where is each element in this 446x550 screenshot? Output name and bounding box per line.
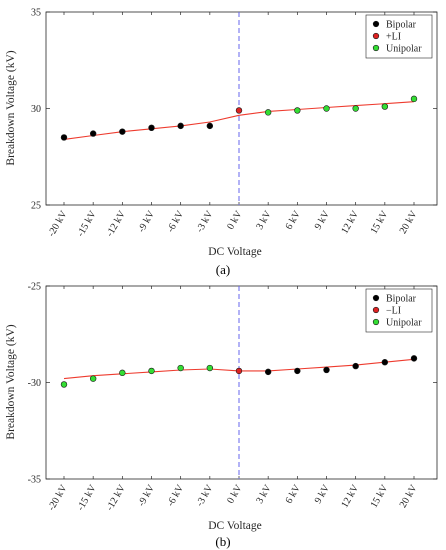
x-tick-label-0-kv: 0 kV — [225, 208, 245, 231]
legend: Bipolar −LI Unipolar — [365, 288, 433, 333]
y-axis-title: Breakdown Voltage (kV) — [5, 324, 17, 439]
point-bipolar-6-kv — [177, 122, 184, 130]
point-bipolar-3-kv — [264, 368, 272, 376]
x-axis-title: DC Voltage — [208, 520, 262, 532]
point-unipolar-6-kv — [177, 364, 184, 372]
x-tick-label-12-kv: 12 kV — [339, 482, 361, 510]
x-tick-label-9-kv: 9 kV — [313, 208, 333, 231]
x-tick-label-12-kv: -12 kV — [104, 208, 128, 238]
point-bipolar-12-kv — [352, 362, 359, 370]
legend-swatch-1 — [372, 306, 380, 314]
point-unipolar-15-kv — [89, 375, 97, 382]
chart-panel-b: -20 kV -15 kV -12 kV -9 kV -6 kV -3 kV 0 kV 3 k… — [5, 282, 438, 549]
y-tick-label-35: 35 — [31, 8, 41, 19]
x-tick-label-9-kv: 9 kV — [313, 482, 333, 505]
x-tick-label-0-kv: 0 kV — [225, 482, 245, 505]
point-bipolar-15-kv — [381, 359, 389, 366]
x-tick-label-3-kv: 3 kV — [254, 482, 274, 505]
point-unipolar-3-kv — [264, 109, 272, 116]
point-bipolar-20-kv — [60, 134, 68, 141]
panel-label: (b) — [215, 534, 230, 549]
x-tick-label-15-kv: -15 kV — [75, 482, 99, 512]
x-tick-label-15-kv: 15 kV — [369, 482, 391, 510]
legend-label-unipolar: Unipolar — [386, 318, 422, 329]
x-tick-label-20-kv: 20 kV — [398, 208, 420, 236]
point-unipolar-6-kv — [294, 107, 301, 114]
point-unipolar-9-kv — [148, 367, 155, 375]
legend-label-li: +LI — [386, 32, 401, 43]
point-unipolar-3-kv — [206, 364, 214, 372]
x-tick-label-20-kv: 20 kV — [398, 482, 420, 510]
x-tick-label-6-kv: -6 kV — [165, 208, 186, 234]
legend-swatch-0 — [372, 20, 380, 28]
x-axis-title: DC Voltage — [208, 246, 262, 258]
chart-panel-a: -20 kV -15 kV -12 kV -9 kV -6 kV -3 kV 0 kV 3 k… — [5, 8, 438, 277]
x-tick-label-15-kv: -15 kV — [75, 208, 99, 238]
y-axis-title: Breakdown Voltage (kV) — [5, 50, 17, 165]
y-tick-label-35: -35 — [28, 475, 41, 486]
panel-label: (a) — [216, 262, 230, 277]
legend-swatch-2 — [372, 44, 380, 52]
legend-label-bipolar: Bipolar — [386, 294, 417, 305]
x-tick-label-12-kv: 12 kV — [339, 208, 361, 236]
x-tick-label-3-kv: -3 kV — [194, 208, 215, 234]
y-tick-label-25: 25 — [31, 201, 41, 212]
point-bipolar-9-kv — [323, 366, 330, 374]
point-bipolar-20-kv — [410, 355, 418, 362]
legend-swatch-0 — [372, 294, 380, 302]
x-tick-label-12-kv: -12 kV — [104, 482, 128, 512]
x-tick-label-20-kv: -20 kV — [46, 482, 70, 512]
point-unipolar-12-kv — [119, 369, 126, 377]
point-unipolar-9-kv — [323, 105, 330, 112]
point-bipolar-6-kv — [294, 367, 301, 375]
legend-label-bipolar: Bipolar — [386, 20, 417, 31]
legend-label-li: −LI — [386, 306, 401, 317]
x-tick-label-15-kv: 15 kV — [369, 208, 391, 236]
legend-label-unipolar: Unipolar — [386, 44, 422, 55]
point-bipolar-15-kv — [89, 130, 97, 137]
point-unipolar-20-kv — [60, 381, 68, 388]
y-tick-label-30: 30 — [31, 104, 41, 115]
x-tick-label-3-kv: 3 kV — [254, 208, 274, 231]
x-tick-label-6-kv: -6 kV — [165, 482, 186, 508]
point-unipolar-20-kv — [410, 95, 418, 103]
x-tick-label-9-kv: -9 kV — [136, 482, 157, 508]
legend-swatch-1 — [372, 32, 380, 40]
point-bipolar-9-kv — [148, 124, 155, 132]
point-bipolar-12-kv — [119, 128, 126, 135]
x-tick-label-20-kv: -20 kV — [46, 208, 70, 238]
legend-swatch-2 — [372, 318, 380, 326]
x-tick-label-3-kv: -3 kV — [194, 482, 215, 508]
legend: Bipolar +LI Unipolar — [365, 14, 433, 59]
point-bipolar-3-kv — [206, 122, 214, 130]
point-unipolar-15-kv — [381, 103, 389, 110]
point-li-0-kv — [235, 107, 243, 114]
point-li-0-kv — [235, 367, 243, 375]
x-tick-label-6-kv: 6 kV — [284, 208, 304, 231]
x-tick-label-9-kv: -9 kV — [136, 208, 157, 234]
x-tick-label-6-kv: 6 kV — [284, 482, 304, 505]
y-tick-label-30: -30 — [28, 378, 41, 389]
y-tick-label-25: -25 — [28, 282, 41, 293]
point-unipolar-12-kv — [352, 105, 359, 112]
